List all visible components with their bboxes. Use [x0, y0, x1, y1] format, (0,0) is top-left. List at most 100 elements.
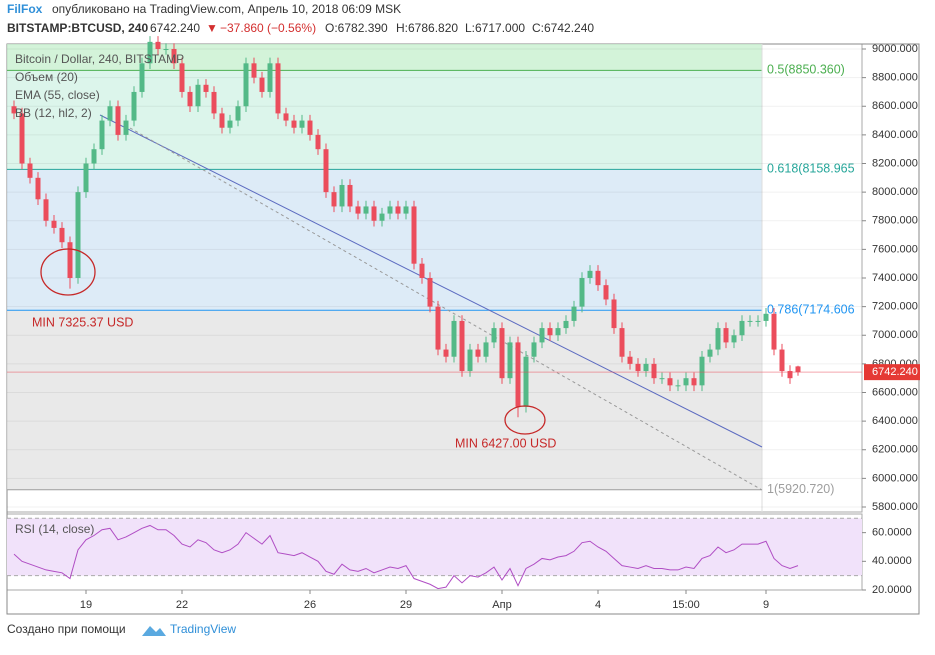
ohlc-o: O:6782.390	[325, 21, 388, 35]
last-price-box	[864, 364, 920, 381]
candle-body	[115, 106, 121, 135]
candle-body	[83, 163, 89, 193]
candle-body	[43, 199, 49, 221]
candle-body	[355, 206, 361, 214]
y-tick-label: 6600.000	[872, 386, 918, 398]
candle-body	[283, 113, 289, 121]
candle-body	[315, 134, 321, 150]
candle-body	[771, 313, 777, 350]
candle-body	[667, 378, 673, 386]
candle-body	[731, 335, 737, 343]
y-tick-label: 8800.000	[872, 72, 918, 84]
candle-body	[451, 320, 457, 357]
y-tick-label: 9000.000	[872, 43, 918, 55]
fib-label: 0.786(7174.606	[767, 303, 855, 317]
candle-body	[363, 206, 369, 214]
candle-body	[307, 120, 313, 135]
candle-body	[443, 349, 449, 357]
candle-body	[595, 270, 601, 286]
y-tick-label: 60.0000	[872, 527, 912, 539]
y-tick-label: 5800.000	[872, 501, 918, 513]
legend-entry: EMA (55, close)	[15, 88, 100, 102]
legend-entry: Объем (20)	[15, 70, 78, 84]
candle-body	[579, 278, 585, 307]
y-tick-label: 7000.000	[872, 329, 918, 341]
candle-body	[19, 113, 25, 164]
candle-body	[259, 77, 265, 92]
published: опубликовано на TradingView.com, Апрель …	[52, 2, 401, 16]
candle-body	[635, 363, 641, 372]
candle-body	[435, 306, 441, 350]
candle-body	[747, 320, 753, 322]
candle-body	[131, 91, 137, 121]
candle-body	[323, 149, 329, 193]
candle-body	[243, 63, 249, 107]
candle-body	[555, 328, 561, 336]
candle-body	[795, 366, 801, 373]
candle-body	[331, 192, 337, 207]
candle-body	[475, 349, 481, 357]
candle-body	[611, 299, 617, 329]
candle-body	[147, 41, 153, 64]
candle-body	[723, 328, 729, 343]
fib-zone	[7, 310, 762, 490]
x-tick-label: 19	[80, 599, 92, 611]
trend-line-dashed	[129, 127, 763, 491]
y-tick-label: 6400.000	[872, 415, 918, 427]
candle-body	[51, 220, 57, 228]
annotation: MIN 7325.37 USD	[32, 315, 133, 329]
candle-body	[419, 263, 425, 278]
candle-body	[155, 41, 161, 50]
candle-body	[499, 328, 505, 379]
fib-zone	[7, 44, 762, 71]
y-tick-label: 8200.000	[872, 157, 918, 169]
candle-body	[139, 63, 145, 92]
y-tick-label: 7800.000	[872, 215, 918, 227]
x-tick-label: 4	[595, 599, 601, 611]
candle-body	[467, 349, 473, 372]
candle-body	[99, 120, 105, 150]
candle-body	[515, 342, 521, 407]
candle-body	[643, 363, 649, 372]
candle-body	[403, 206, 409, 214]
tv-logo	[142, 626, 166, 636]
y-tick-label: 8600.000	[872, 100, 918, 112]
candle-body	[195, 84, 201, 107]
fib-label: 0.5(8850.360)	[767, 63, 845, 77]
candle-body	[507, 342, 513, 379]
ohlc-c: C:6742.240	[532, 21, 594, 35]
footer-brand[interactable]: TradingView	[170, 622, 236, 636]
candle-body	[235, 106, 241, 121]
y-tick-label: 7400.000	[872, 272, 918, 284]
candle-body	[211, 91, 217, 114]
footer-text: Создано при помощи	[7, 622, 126, 636]
x-tick-label: Апр	[492, 599, 511, 611]
candle-body	[67, 242, 73, 278]
candle-body	[539, 328, 545, 343]
candle-body	[483, 342, 489, 357]
ohlc-h: H:6786.820	[396, 21, 458, 35]
candle-body	[187, 91, 193, 107]
x-tick-label: 29	[400, 599, 412, 611]
y-tick-label: 7200.000	[872, 301, 918, 313]
min-circle	[40, 248, 96, 296]
candle-body	[627, 356, 633, 364]
candle-body	[299, 120, 305, 128]
x-tick-label: 26	[304, 599, 316, 611]
ohlc-l: L:6717.000	[465, 21, 525, 35]
legend-entry: BB (12, hl2, 2)	[15, 106, 92, 120]
rsi-title: RSI (14, close)	[15, 522, 94, 536]
candle-body	[659, 378, 665, 380]
candle-body	[603, 285, 609, 300]
rsi-band	[7, 518, 862, 576]
fib-label: 1(5920.720)	[767, 482, 834, 496]
candle-body	[275, 63, 281, 114]
y-tick-label: 7600.000	[872, 243, 918, 255]
fib-zone	[7, 169, 762, 311]
y-tick-label: 6000.000	[872, 472, 918, 484]
candle-body	[587, 270, 593, 278]
candle-body	[91, 149, 97, 164]
candle-body	[123, 120, 129, 135]
candle-body	[27, 163, 33, 178]
